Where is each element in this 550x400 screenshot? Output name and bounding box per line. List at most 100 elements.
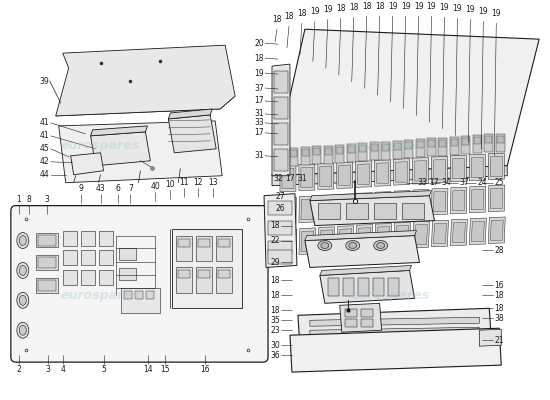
Ellipse shape xyxy=(19,236,26,246)
Text: 9: 9 xyxy=(78,184,83,193)
Bar xyxy=(177,268,192,293)
Polygon shape xyxy=(301,199,314,220)
Ellipse shape xyxy=(373,240,388,250)
Text: 37: 37 xyxy=(254,84,264,92)
Text: 36: 36 xyxy=(270,351,280,360)
Polygon shape xyxy=(290,328,501,372)
Bar xyxy=(450,137,459,155)
Text: 41: 41 xyxy=(40,131,50,140)
Polygon shape xyxy=(339,197,351,217)
Polygon shape xyxy=(70,153,103,175)
Text: 15: 15 xyxy=(161,365,170,374)
Text: 33: 33 xyxy=(417,178,427,187)
Bar xyxy=(216,268,232,293)
Polygon shape xyxy=(310,327,480,336)
Polygon shape xyxy=(280,229,297,256)
Bar xyxy=(485,134,493,152)
Bar xyxy=(118,248,136,260)
Bar xyxy=(348,146,355,153)
Text: 18: 18 xyxy=(362,2,371,11)
Text: 31: 31 xyxy=(297,174,307,183)
Polygon shape xyxy=(337,194,353,220)
Bar xyxy=(439,140,447,147)
Polygon shape xyxy=(301,231,314,251)
Bar xyxy=(361,309,373,317)
Text: 7: 7 xyxy=(128,184,133,193)
Text: 2: 2 xyxy=(16,365,21,374)
Text: 19: 19 xyxy=(388,2,398,11)
Text: 37: 37 xyxy=(459,178,469,187)
Polygon shape xyxy=(310,317,480,326)
Polygon shape xyxy=(310,196,434,226)
Text: 41: 41 xyxy=(40,118,50,128)
Bar xyxy=(312,146,321,164)
Bar xyxy=(325,148,332,155)
Text: 19: 19 xyxy=(492,9,501,18)
Polygon shape xyxy=(301,167,313,188)
Text: 11: 11 xyxy=(179,178,189,187)
Polygon shape xyxy=(375,224,392,250)
Polygon shape xyxy=(59,121,222,183)
Polygon shape xyxy=(432,188,448,215)
Bar xyxy=(346,203,368,218)
Text: 30: 30 xyxy=(270,341,280,350)
Bar xyxy=(496,134,505,152)
Polygon shape xyxy=(450,219,468,246)
Text: 18: 18 xyxy=(336,4,345,13)
Text: 39: 39 xyxy=(39,76,49,86)
Text: 42: 42 xyxy=(40,157,50,166)
Polygon shape xyxy=(471,157,483,178)
Bar xyxy=(336,147,343,154)
Polygon shape xyxy=(469,218,486,244)
Text: 8: 8 xyxy=(26,195,31,204)
Text: 18: 18 xyxy=(271,291,280,300)
Ellipse shape xyxy=(349,242,357,248)
Text: 34: 34 xyxy=(442,178,451,187)
Bar xyxy=(196,236,212,262)
Bar xyxy=(474,137,481,144)
Bar xyxy=(63,230,76,246)
Text: 6: 6 xyxy=(115,184,120,193)
Bar xyxy=(118,268,136,280)
Text: 18: 18 xyxy=(271,221,280,230)
Polygon shape xyxy=(356,161,372,187)
Bar xyxy=(497,136,504,143)
Polygon shape xyxy=(450,155,466,182)
Polygon shape xyxy=(395,194,408,214)
Bar xyxy=(274,123,288,145)
Polygon shape xyxy=(490,220,503,240)
Bar xyxy=(218,238,230,246)
Text: 45: 45 xyxy=(40,144,50,153)
Polygon shape xyxy=(490,156,502,177)
Text: 18: 18 xyxy=(349,3,359,12)
Polygon shape xyxy=(320,166,332,186)
Text: 35: 35 xyxy=(270,316,280,325)
Polygon shape xyxy=(56,96,235,116)
Polygon shape xyxy=(432,156,448,183)
Text: 4: 4 xyxy=(60,365,65,374)
Bar xyxy=(279,151,286,158)
Polygon shape xyxy=(272,64,290,176)
Ellipse shape xyxy=(346,240,360,250)
Bar xyxy=(373,203,395,218)
Polygon shape xyxy=(282,168,294,189)
Bar xyxy=(216,236,232,262)
Bar xyxy=(268,220,292,234)
Bar xyxy=(314,148,320,155)
Ellipse shape xyxy=(321,242,329,248)
Bar xyxy=(451,139,458,146)
Ellipse shape xyxy=(17,232,29,248)
Text: 1: 1 xyxy=(16,195,21,204)
Bar xyxy=(63,270,76,285)
Polygon shape xyxy=(305,236,420,268)
Polygon shape xyxy=(415,224,427,245)
Text: 18: 18 xyxy=(375,2,384,11)
Bar xyxy=(388,278,399,296)
Text: 3: 3 xyxy=(45,195,49,204)
Polygon shape xyxy=(453,190,465,211)
Text: 26: 26 xyxy=(275,204,285,213)
Text: eurospares: eurospares xyxy=(61,289,140,302)
Polygon shape xyxy=(282,232,295,252)
Polygon shape xyxy=(337,162,353,188)
Polygon shape xyxy=(168,109,212,119)
